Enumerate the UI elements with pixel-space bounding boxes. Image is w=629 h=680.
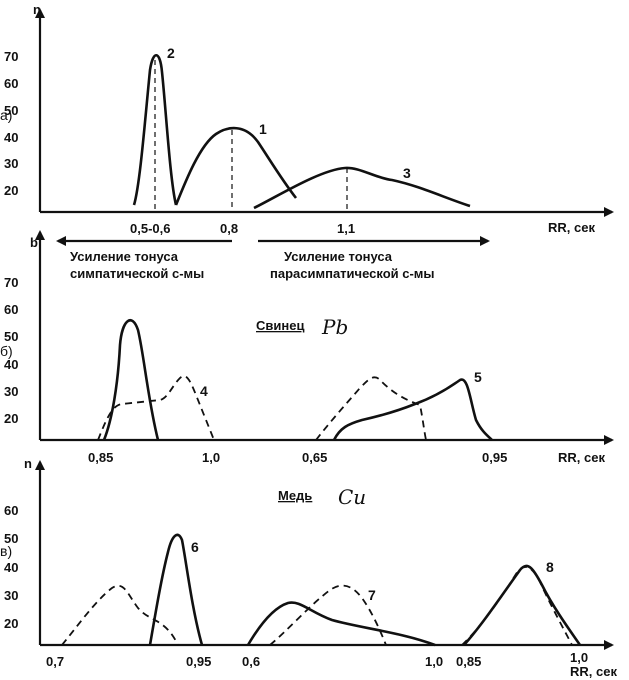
panel-a-xtick: 0,5-0,6 (130, 221, 170, 236)
curve-8-label: 8 (546, 559, 554, 575)
curve-6 (148, 533, 204, 646)
panel-c-xtick: 0,85 (456, 654, 481, 669)
panel-c-xtick: 1,0 (425, 654, 443, 669)
panel-b-ytick: 40 (4, 357, 18, 372)
panel-b-element-name: Свинец (256, 318, 304, 333)
curve-2-label: 2 (167, 45, 175, 61)
panel-a-xtick: 1,1 (337, 221, 355, 236)
curve-4-label: 4 (200, 383, 208, 399)
panel-b-xtick: 1,0 (202, 450, 220, 465)
panel-c-y-label: n (24, 456, 32, 471)
panel-c-xtick: 0,6 (242, 654, 260, 669)
panel-c-ytick: 20 (4, 616, 18, 631)
curve-5 (332, 378, 493, 441)
panel-c-ytick: 60 (4, 503, 18, 518)
panel-a-ytick: 20 (4, 183, 18, 198)
panel-a: а) n RR, сек 20 30 40 50 60 70 0,5-0,6 0… (0, 2, 614, 281)
curve-8 (463, 564, 582, 646)
panel-b-xtick: 0,95 (482, 450, 507, 465)
panel-c-element-name: Медь (278, 488, 312, 503)
panel-b-ytick: 30 (4, 384, 18, 399)
panel-c-element-symbol: Cu (338, 485, 366, 509)
panel-b-ytick: 60 (4, 302, 18, 317)
panel-b-xtick: 0,65 (302, 450, 327, 465)
panel-a-y-label: n (33, 2, 41, 17)
panel-c-x-label: RR, сек (570, 664, 617, 679)
parasympathetic-note-line1: Усиление тонуса (284, 249, 393, 264)
panel-b-solid-peak (102, 318, 160, 441)
panel-c-xtick: 0,7 (46, 654, 64, 669)
panel-c: в) n RR, сек 20 30 40 50 60 0,7 0,95 0,6… (0, 456, 617, 679)
panel-b-ytick: 50 (4, 329, 18, 344)
panel-b-ytick: 20 (4, 411, 18, 426)
curve-2 (132, 53, 178, 206)
panel-c-xtick: 1,0 (570, 650, 588, 665)
panel-a-label: а) (0, 107, 12, 123)
panel-c-solid-middle (246, 601, 436, 647)
panel-a-ytick: 50 (4, 103, 18, 118)
panel-c-dashed-left (61, 585, 179, 646)
panel-c-ytick: 40 (4, 560, 18, 575)
curve-6-label: 6 (191, 539, 199, 555)
panel-b-element-symbol: Pb (321, 315, 348, 339)
panel-c-dashed-right (461, 566, 573, 646)
panel-a-ytick: 40 (4, 130, 18, 145)
curve-7-label: 7 (368, 587, 376, 603)
panel-c-ytick: 30 (4, 588, 18, 603)
panel-a-xtick: 0,8 (220, 221, 238, 236)
panel-c-xtick: 0,95 (186, 654, 211, 669)
curve-1 (174, 126, 298, 206)
curve-1-label: 1 (259, 121, 267, 137)
panel-b-dashed-right (315, 376, 427, 441)
sympathetic-note-line2: симпатической с-мы (70, 266, 204, 281)
panel-c-ytick: 50 (4, 531, 18, 546)
curve-4 (97, 375, 215, 441)
panel-a-ytick: 30 (4, 156, 18, 171)
curve-3 (253, 166, 471, 210)
panel-c-label: в) (0, 543, 12, 559)
panel-a-ytick: 70 (4, 49, 18, 64)
panel-b-x-label: RR, сек (558, 450, 605, 465)
curve-5-label: 5 (474, 369, 482, 385)
panel-b-y-label: b (30, 235, 38, 250)
sympathetic-note-line1: Усиление тонуса (70, 249, 179, 264)
parasympathetic-note-line2: парасимпатической с-мы (270, 266, 435, 281)
panel-b-ytick: 70 (4, 275, 18, 290)
panel-a-ytick: 60 (4, 76, 18, 91)
curve-3-label: 3 (403, 165, 411, 181)
panel-a-x-label: RR, сек (548, 220, 595, 235)
panel-b-xtick: 0,85 (88, 450, 113, 465)
panel-b-label: б) (0, 343, 13, 359)
panel-b: б) b RR, сек 20 30 40 50 60 70 0,85 1,0 … (0, 230, 614, 465)
